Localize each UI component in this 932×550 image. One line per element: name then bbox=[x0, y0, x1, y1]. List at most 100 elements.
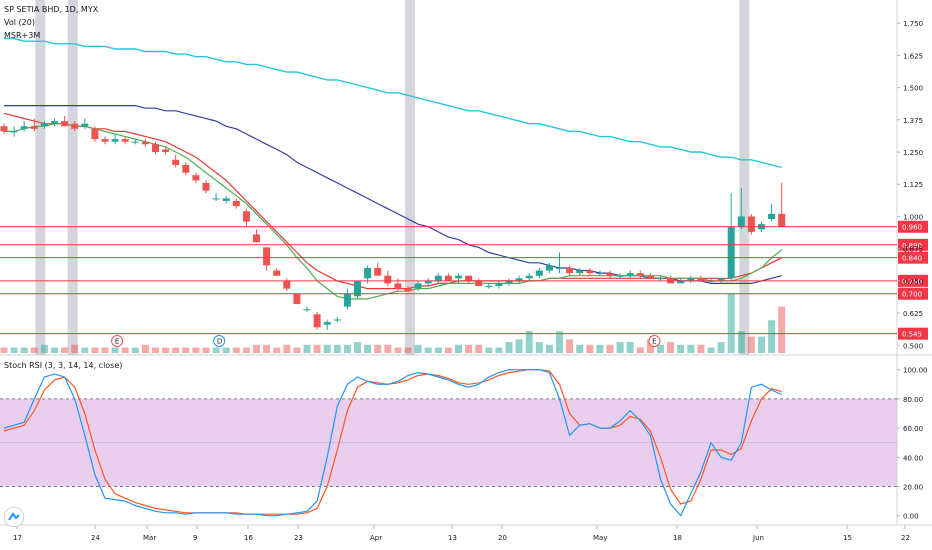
candle-body bbox=[364, 267, 372, 279]
candle-body bbox=[455, 275, 462, 279]
volume-bar bbox=[768, 320, 776, 353]
time-tick-label: Mar bbox=[143, 534, 156, 542]
candle-body bbox=[515, 278, 523, 281]
candle-body bbox=[273, 270, 281, 276]
candle-body bbox=[51, 121, 58, 124]
volume-indicator-label[interactable]: Vol (20) bbox=[4, 18, 35, 27]
msr-indicator-label[interactable]: MSR+3M bbox=[4, 31, 41, 40]
candle-body bbox=[10, 131, 18, 133]
volume-bar bbox=[778, 306, 786, 353]
volume-bar bbox=[232, 347, 240, 353]
stoch-rsi-label[interactable]: Stoch RSI (3, 3, 14, 14, close) bbox=[4, 361, 123, 370]
candle-body bbox=[202, 182, 210, 191]
event-marker-label: E bbox=[652, 338, 656, 346]
candle-body bbox=[566, 267, 574, 274]
candle-body bbox=[263, 247, 271, 266]
candle-body bbox=[71, 123, 79, 129]
stoch-rsi-d-line bbox=[3, 369, 782, 515]
volume-bar bbox=[354, 342, 361, 353]
horizontal-levels: 0.960 0.890 0.840 0.750 0.700 0.545 bbox=[0, 220, 928, 340]
candle-body bbox=[61, 121, 69, 127]
volume-bar bbox=[192, 347, 200, 353]
volume-bar bbox=[10, 347, 18, 353]
event-marker bbox=[111, 335, 124, 347]
level-label-box bbox=[898, 220, 928, 233]
candle-body bbox=[394, 283, 402, 289]
volume-bar bbox=[253, 344, 260, 353]
moving-average-lines bbox=[3, 37, 783, 300]
volume-bar bbox=[81, 347, 89, 353]
event-highlight-bar bbox=[35, 0, 46, 355]
candle-body bbox=[404, 288, 412, 292]
candle-body bbox=[384, 275, 392, 284]
stoch-rsi-k-line bbox=[3, 369, 782, 517]
ma-mid-line bbox=[3, 112, 782, 290]
volume-bar bbox=[384, 344, 392, 353]
candle-body bbox=[434, 275, 442, 281]
candle-body bbox=[687, 278, 695, 281]
rsi-tick-label: 20.00 bbox=[903, 483, 923, 491]
candle-body bbox=[768, 213, 776, 220]
volume-bar bbox=[717, 342, 725, 353]
candle-body bbox=[535, 270, 543, 276]
level-label: 0.960 bbox=[902, 224, 922, 232]
level-label-box bbox=[898, 238, 928, 251]
candle-body bbox=[606, 273, 614, 276]
volume-bar bbox=[525, 331, 533, 353]
candle-body bbox=[424, 280, 432, 284]
candle-body bbox=[495, 283, 503, 287]
volume-bar bbox=[71, 344, 79, 353]
time-tick-label: 17 bbox=[13, 534, 22, 542]
volume-bar bbox=[465, 344, 473, 353]
level-label-box bbox=[898, 327, 928, 340]
volume-bar bbox=[131, 347, 139, 353]
level-label-box bbox=[898, 287, 928, 300]
time-tick-label: 15 bbox=[843, 534, 852, 542]
volume-bar bbox=[101, 347, 109, 353]
volume-bar bbox=[475, 344, 483, 353]
volume-bar bbox=[606, 344, 614, 353]
candle-body bbox=[162, 149, 170, 153]
candle-body bbox=[616, 275, 624, 277]
time-tick-label: 24 bbox=[91, 534, 100, 542]
candle-body bbox=[101, 139, 109, 142]
volume-bar bbox=[283, 344, 291, 353]
candle-body bbox=[121, 139, 129, 142]
volume-bar bbox=[424, 347, 432, 353]
price-tick-label: 1.250 bbox=[903, 149, 923, 157]
volume-bar bbox=[646, 339, 654, 353]
volume-bar bbox=[626, 342, 634, 353]
candle-body bbox=[727, 226, 735, 279]
candle-body bbox=[333, 319, 341, 321]
volume-bar bbox=[202, 347, 210, 353]
volume-bar bbox=[20, 347, 28, 353]
candle-body bbox=[747, 216, 755, 232]
time-tick-label: 23 bbox=[294, 534, 303, 542]
volume-bar bbox=[30, 347, 38, 353]
volume-bar bbox=[667, 342, 675, 353]
candle-body bbox=[232, 200, 240, 207]
price-tick-label: 1.125 bbox=[903, 181, 923, 189]
candle-body bbox=[646, 275, 654, 279]
candle-body bbox=[293, 293, 301, 305]
price-tick-label: 0.625 bbox=[903, 310, 923, 318]
candle-body bbox=[545, 265, 553, 271]
price-tick-label: 1.625 bbox=[903, 52, 923, 60]
volume-bar bbox=[182, 347, 190, 353]
rsi-tick-label: 80.00 bbox=[903, 396, 923, 404]
candle-body bbox=[596, 273, 604, 275]
volume-bar bbox=[434, 347, 442, 353]
candle-body bbox=[192, 175, 200, 181]
time-tick-label: 18 bbox=[673, 534, 682, 542]
time-tick-label: May bbox=[593, 534, 607, 542]
candle-body bbox=[677, 280, 685, 284]
event-marker bbox=[213, 335, 226, 347]
candle-body bbox=[152, 144, 159, 153]
tradingview-logo-icon[interactable] bbox=[4, 507, 24, 527]
rsi-tick-label: 100.00 bbox=[903, 367, 928, 375]
volume-bar bbox=[515, 339, 523, 353]
volume-bar bbox=[636, 347, 644, 353]
time-tick-label: 13 bbox=[448, 534, 457, 542]
volume-bar bbox=[152, 347, 159, 353]
volume-bar bbox=[293, 347, 301, 353]
